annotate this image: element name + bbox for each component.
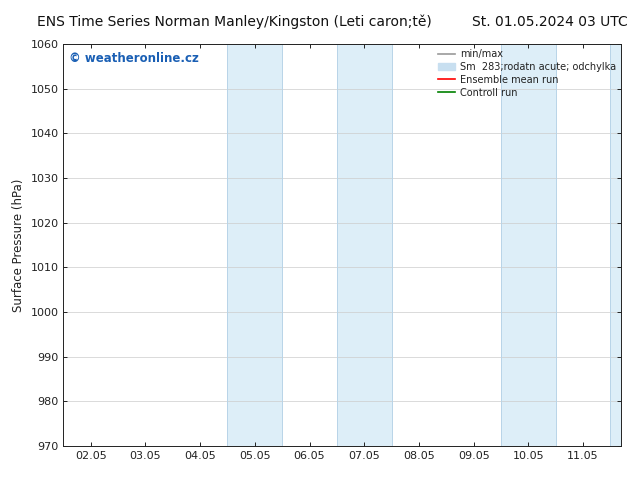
Bar xyxy=(501,44,555,446)
Bar xyxy=(337,44,392,446)
Bar xyxy=(611,44,621,446)
Y-axis label: Surface Pressure (hPa): Surface Pressure (hPa) xyxy=(12,178,25,312)
Text: St. 01.05.2024 03 UTC: St. 01.05.2024 03 UTC xyxy=(472,15,628,29)
Text: ENS Time Series Norman Manley/Kingston (Leti caron;tě): ENS Time Series Norman Manley/Kingston (… xyxy=(37,15,432,29)
Legend: min/max, Sm  283;rodatn acute; odchylka, Ensemble mean run, Controll run: min/max, Sm 283;rodatn acute; odchylka, … xyxy=(438,49,616,98)
Bar xyxy=(228,44,282,446)
Text: © weatheronline.cz: © weatheronline.cz xyxy=(69,52,199,65)
